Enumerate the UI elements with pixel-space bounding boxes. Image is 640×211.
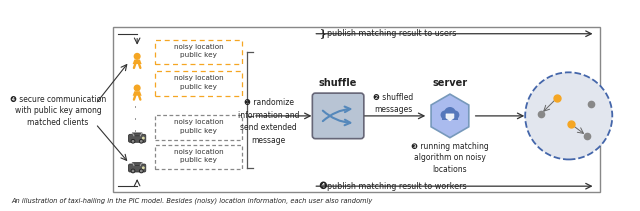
Bar — [442, 112, 458, 120]
Polygon shape — [132, 163, 142, 165]
Circle shape — [131, 169, 134, 173]
Text: noisy location
public key: noisy location public key — [173, 119, 223, 134]
Circle shape — [451, 110, 460, 119]
Text: shuffle: shuffle — [319, 78, 357, 88]
Text: ❹ secure communication
with public key among
matched clients: ❹ secure communication with public key a… — [10, 95, 106, 127]
Text: ·  ·  ·: · · · — [131, 104, 143, 132]
Circle shape — [440, 110, 449, 119]
Circle shape — [131, 140, 134, 143]
Circle shape — [132, 141, 134, 142]
Bar — [155, 115, 242, 140]
Circle shape — [143, 137, 144, 139]
Polygon shape — [132, 133, 142, 136]
Circle shape — [525, 72, 612, 160]
Text: noisy location
public key: noisy location public key — [173, 149, 223, 163]
Circle shape — [444, 107, 456, 119]
Text: ❶ randomize
information and
send extended
message: ❶ randomize information and send extende… — [238, 98, 300, 145]
Text: ❵: ❵ — [318, 29, 326, 39]
Text: ❸ running matching
algorithm on noisy
locations: ❸ running matching algorithm on noisy lo… — [411, 142, 489, 174]
Polygon shape — [132, 60, 141, 64]
Circle shape — [141, 141, 142, 142]
Text: publish matching result to users: publish matching result to users — [327, 29, 456, 38]
Circle shape — [134, 85, 140, 91]
FancyBboxPatch shape — [129, 134, 146, 142]
Bar — [155, 71, 242, 96]
Text: noisy location
public key: noisy location public key — [173, 44, 223, 58]
Text: publish matching result to workers: publish matching result to workers — [327, 182, 467, 191]
FancyBboxPatch shape — [129, 164, 146, 172]
Circle shape — [140, 169, 143, 173]
Bar — [155, 145, 242, 169]
Circle shape — [134, 54, 140, 59]
Circle shape — [132, 170, 134, 172]
Polygon shape — [132, 91, 141, 96]
Text: An illustration of taxi-hailing in the PIC model. Besides (noisy) location infor: An illustration of taxi-hailing in the P… — [12, 197, 372, 204]
Circle shape — [143, 167, 144, 168]
Bar — [155, 40, 242, 64]
Circle shape — [140, 140, 143, 143]
FancyBboxPatch shape — [113, 27, 600, 192]
Circle shape — [141, 170, 142, 172]
Text: ❷ shuffled
messages: ❷ shuffled messages — [373, 93, 413, 114]
Text: server: server — [433, 78, 467, 88]
Text: noisy location
public key: noisy location public key — [173, 76, 223, 90]
Polygon shape — [431, 94, 469, 138]
Polygon shape — [446, 114, 454, 121]
FancyBboxPatch shape — [312, 93, 364, 139]
Text: ❹: ❹ — [318, 181, 327, 191]
